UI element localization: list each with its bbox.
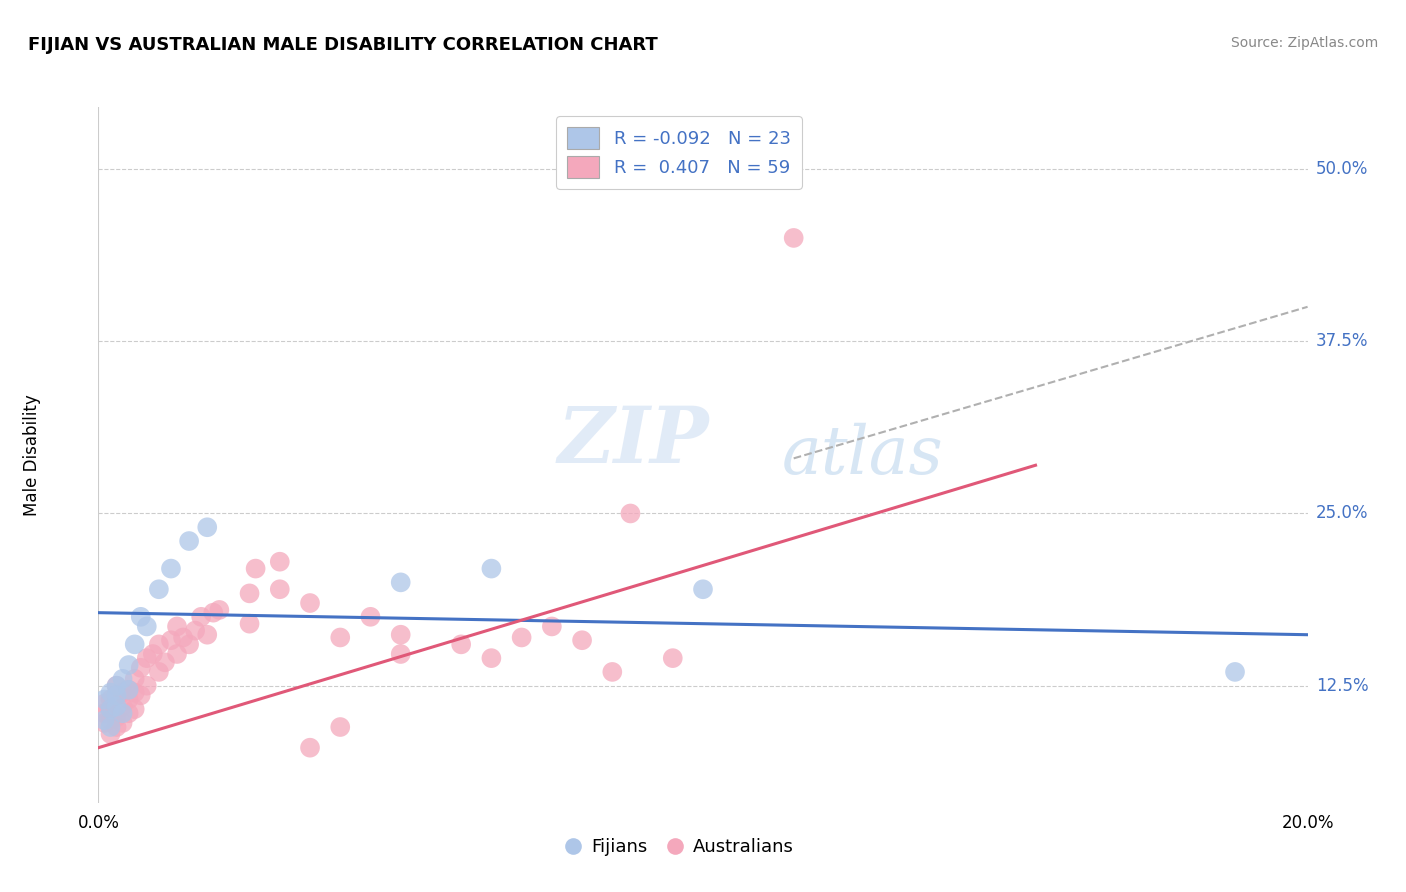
Point (153, 655, 176, 669)
Point (135, 619, 157, 633)
Point (105, 710, 128, 724)
Point (269, 555, 291, 569)
Text: Source: ZipAtlas.com: Source: ZipAtlas.com (1230, 36, 1378, 50)
Point (540, 619, 562, 633)
Point (360, 609, 382, 624)
Point (239, 616, 262, 631)
Point (481, 561, 503, 575)
Point (129, 661, 152, 675)
Point (389, 575, 412, 590)
Point (177, 534, 201, 549)
Point (190, 609, 212, 624)
Point (105, 699, 128, 714)
Point (111, 672, 134, 686)
Point (510, 631, 533, 645)
Point (124, 702, 146, 716)
Point (129, 689, 152, 703)
Point (160, 633, 183, 648)
Point (329, 631, 352, 645)
Point (202, 606, 225, 620)
Text: FIJIAN VS AUSTRALIAN MALE DISABILITY CORRELATION CHART: FIJIAN VS AUSTRALIAN MALE DISABILITY COR… (28, 36, 658, 54)
Point (329, 720, 352, 734)
Point (124, 685, 146, 699)
Point (166, 647, 188, 661)
Point (1223, 665, 1246, 679)
Point (105, 679, 128, 693)
Point (160, 561, 183, 575)
Point (111, 685, 134, 699)
Point (782, 231, 804, 245)
Point (93, 692, 115, 706)
Point (172, 631, 194, 645)
Text: atlas: atlas (782, 422, 943, 488)
Text: 50.0%: 50.0% (1316, 160, 1368, 178)
Point (118, 692, 141, 706)
Point (118, 682, 141, 697)
Text: 25.0%: 25.0% (1316, 505, 1368, 523)
Point (245, 561, 267, 575)
Point (299, 596, 322, 610)
Point (389, 647, 412, 661)
Point (100, 727, 122, 741)
Point (118, 658, 141, 673)
Point (195, 520, 218, 534)
Point (135, 679, 157, 693)
Point (166, 619, 188, 633)
Point (111, 699, 134, 714)
Point (100, 692, 122, 706)
Point (148, 665, 170, 679)
Point (142, 647, 165, 661)
Point (93, 706, 115, 721)
Point (481, 651, 503, 665)
Point (195, 628, 218, 642)
Point (124, 637, 146, 651)
Point (135, 651, 157, 665)
Point (619, 507, 641, 521)
Point (184, 624, 207, 638)
Point (148, 637, 170, 651)
Point (450, 637, 472, 651)
Point (93, 713, 115, 727)
Point (692, 582, 714, 597)
Point (100, 720, 122, 734)
Text: Male Disability: Male Disability (22, 394, 41, 516)
Point (100, 702, 122, 716)
Point (93, 715, 115, 730)
Point (118, 706, 141, 721)
Text: 37.5%: 37.5% (1316, 332, 1368, 351)
Point (105, 689, 128, 703)
Point (100, 702, 122, 716)
Point (93, 697, 115, 711)
Point (105, 679, 128, 693)
Point (571, 633, 593, 648)
Point (111, 715, 134, 730)
Legend: Fijians, Australians: Fijians, Australians (557, 831, 800, 863)
Text: 12.5%: 12.5% (1316, 677, 1368, 695)
Point (129, 609, 152, 624)
Point (389, 628, 412, 642)
Point (602, 665, 624, 679)
Point (100, 713, 122, 727)
Point (661, 651, 683, 665)
Point (111, 706, 134, 721)
Point (239, 586, 262, 600)
Point (105, 689, 128, 703)
Point (124, 672, 146, 686)
Point (105, 720, 128, 734)
Text: ZIP: ZIP (558, 403, 710, 479)
Point (148, 582, 170, 597)
Point (299, 740, 322, 755)
Point (118, 682, 141, 697)
Point (177, 637, 201, 651)
Point (269, 582, 291, 597)
Point (208, 603, 231, 617)
Point (100, 685, 122, 699)
